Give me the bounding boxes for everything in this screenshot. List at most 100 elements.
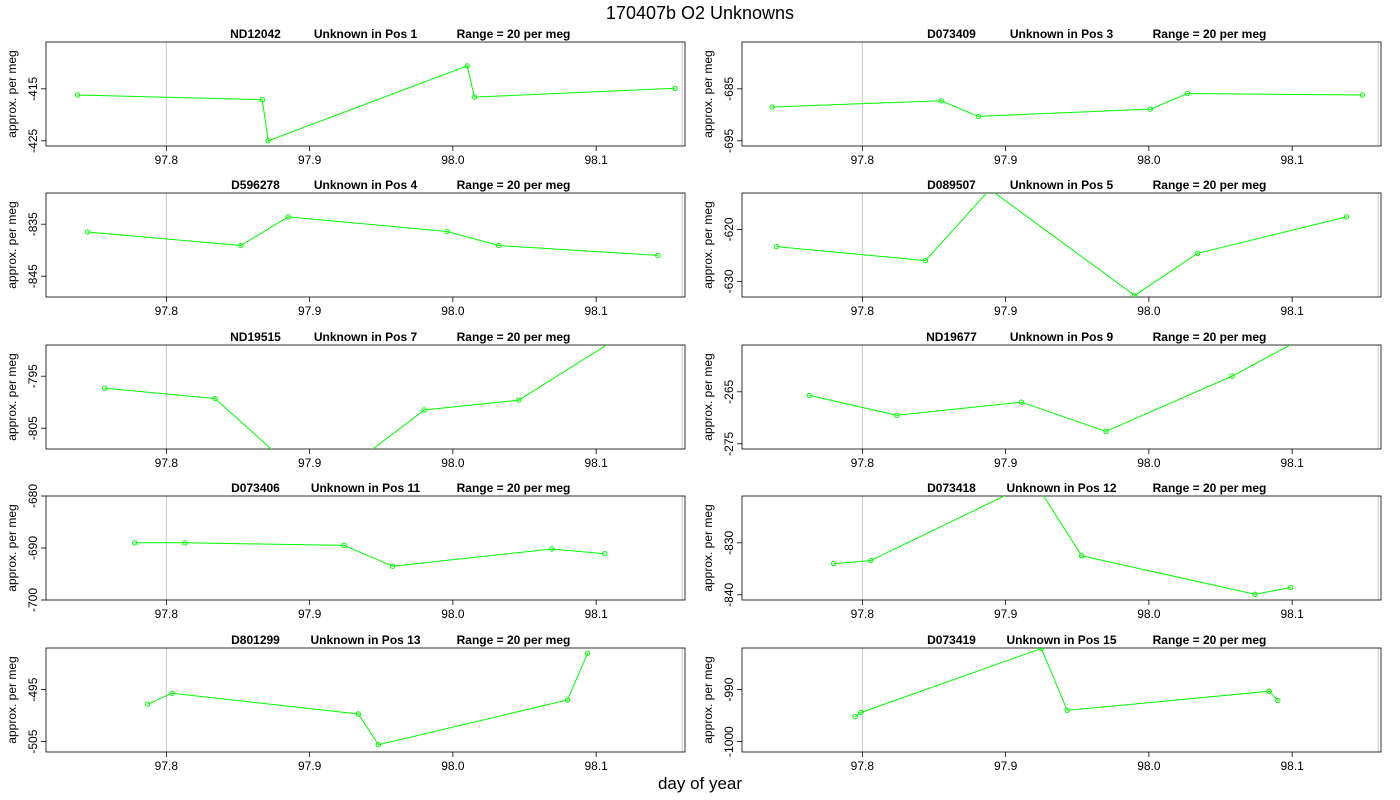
data-point xyxy=(1275,697,1281,704)
data-point xyxy=(1296,339,1300,343)
series-line xyxy=(776,193,1347,297)
x-tick-label: 98.1 xyxy=(1280,759,1304,773)
data-point xyxy=(1064,707,1070,714)
data-point xyxy=(975,113,982,120)
data-point xyxy=(655,252,661,259)
data-point xyxy=(265,138,271,144)
data-point xyxy=(1131,292,1138,297)
chart-panel: D801299 Unknown in Pos 13 Range = 20 per m… xyxy=(5,633,686,773)
y-axis-label: approx. per meg xyxy=(5,504,19,591)
data-point xyxy=(602,551,608,557)
x-tick-label: 98.1 xyxy=(584,456,608,470)
data-series xyxy=(773,193,1350,297)
data-point xyxy=(564,697,571,703)
data-series xyxy=(102,345,608,457)
series-line xyxy=(77,65,676,142)
x-axis-label: day of year xyxy=(657,774,743,793)
data-point xyxy=(1038,648,1045,652)
y-tick-label: -505 xyxy=(26,729,40,753)
y-tick-label: -990 xyxy=(722,677,736,701)
series-line xyxy=(134,542,605,567)
y-axis-label: approx. per meg xyxy=(5,201,19,288)
series-line xyxy=(87,216,658,256)
data-series xyxy=(74,63,678,144)
data-point xyxy=(444,228,450,235)
panel-range-label: Range = 20 per meg xyxy=(1153,178,1267,192)
x-tick-label: 97.9 xyxy=(298,456,322,470)
chart-panel: ND12042 Unknown in Pos 1 Range = 20 per me… xyxy=(5,27,686,167)
x-tick-label: 97.8 xyxy=(851,153,875,167)
x-tick-label: 98.1 xyxy=(584,153,608,167)
data-point xyxy=(471,94,478,100)
data-point xyxy=(1103,428,1109,434)
data-point xyxy=(421,407,427,413)
y-tick-label: -835 xyxy=(26,212,40,236)
panel-sample-id: D073418 xyxy=(927,481,976,495)
series-line xyxy=(147,653,589,746)
data-point xyxy=(1343,214,1350,220)
panel-range-label: Range = 20 per meg xyxy=(1153,633,1267,647)
plot-frame xyxy=(741,192,1382,298)
x-tick-label: 98.1 xyxy=(584,759,608,773)
x-tick-label: 98.0 xyxy=(441,759,465,773)
x-tick-label: 97.9 xyxy=(994,304,1018,318)
plot-frame xyxy=(45,495,686,601)
data-point xyxy=(375,742,382,748)
x-tick-label: 97.9 xyxy=(994,153,1018,167)
data-point xyxy=(259,97,265,103)
panel-sample-id: ND19515 xyxy=(230,330,281,344)
panel-sample-id: ND19677 xyxy=(926,330,977,344)
data-point xyxy=(238,242,244,249)
x-tick-label: 98.0 xyxy=(1137,304,1161,318)
data-series xyxy=(132,540,608,569)
data-series xyxy=(852,648,1281,720)
x-tick-label: 97.9 xyxy=(298,304,322,318)
plot-frame xyxy=(45,192,686,298)
y-tick-label: -1000 xyxy=(722,726,736,757)
x-tick-label: 97.8 xyxy=(851,607,875,621)
x-tick-label: 97.8 xyxy=(851,759,875,773)
data-point xyxy=(922,257,929,264)
x-tick-label: 98.1 xyxy=(584,304,608,318)
y-axis-label: approx. per meg xyxy=(701,656,715,743)
y-tick-label: -690 xyxy=(26,536,40,560)
data-point xyxy=(858,709,864,716)
panel-position-label: Unknown in Pos 13 xyxy=(310,633,420,647)
data-point xyxy=(516,397,522,403)
x-tick-label: 98.1 xyxy=(1280,607,1304,621)
x-tick-label: 97.8 xyxy=(155,153,179,167)
x-tick-label: 97.9 xyxy=(994,456,1018,470)
y-tick-label: -845 xyxy=(26,264,40,288)
x-tick-label: 97.8 xyxy=(155,607,179,621)
x-tick-label: 98.0 xyxy=(441,304,465,318)
data-point xyxy=(276,453,280,457)
data-point xyxy=(769,104,775,110)
x-tick-label: 97.9 xyxy=(994,759,1018,773)
x-tick-label: 97.9 xyxy=(298,759,322,773)
panel-position-label: Unknown in Pos 3 xyxy=(1010,27,1114,41)
data-point xyxy=(938,98,944,104)
y-tick-label: -630 xyxy=(722,269,736,293)
data-series xyxy=(84,214,661,259)
y-tick-label: -805 xyxy=(26,416,40,440)
plot-frame xyxy=(45,344,686,450)
panel-position-label: Unknown in Pos 5 xyxy=(1010,178,1114,192)
data-point xyxy=(773,243,780,250)
data-point xyxy=(212,395,218,402)
plot-frame xyxy=(741,41,1382,147)
series-line xyxy=(809,345,1292,432)
plot-frame xyxy=(741,495,1382,601)
x-tick-label: 97.8 xyxy=(851,304,875,318)
page-title: 170407b O2 Unknowns xyxy=(605,3,795,23)
panel-sample-id: D596278 xyxy=(231,178,280,192)
data-point xyxy=(84,229,91,235)
y-tick-label: -680 xyxy=(26,484,40,508)
panel-sample-id: D073419 xyxy=(927,633,976,647)
panel-range-label: Range = 20 per meg xyxy=(457,633,571,647)
panel-range-label: Range = 20 per meg xyxy=(457,330,571,344)
data-point xyxy=(464,63,470,69)
data-point xyxy=(1252,591,1258,597)
panel-range-label: Range = 20 per meg xyxy=(457,178,571,192)
data-point xyxy=(1184,90,1191,97)
